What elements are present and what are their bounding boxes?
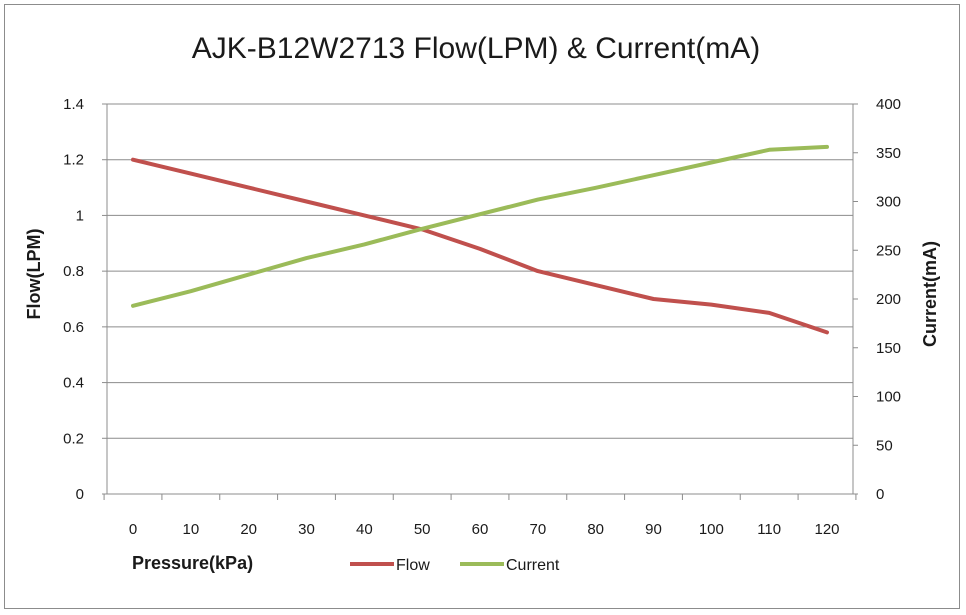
legend-label-flow: Flow	[396, 557, 430, 574]
x-tick-label: 10	[182, 521, 199, 538]
y2-tick-label: 150	[876, 340, 901, 357]
tick-labels: 00.20.40.60.811.21.405010015020025030035…	[63, 96, 901, 538]
x-tick-label: 0	[129, 521, 137, 538]
x-tick-label: 20	[240, 521, 257, 538]
x-tick-label: 100	[699, 521, 724, 538]
gridlines	[107, 103, 853, 495]
y-tick-label: 0.6	[63, 319, 84, 336]
x-tick-label: 30	[298, 521, 315, 538]
x-tick-label: 40	[356, 521, 373, 538]
y-tick-label: 0.2	[63, 430, 84, 447]
chart-title: AJK-B12W2713 Flow(LPM) & Current(mA)	[192, 32, 760, 65]
x-tick-label: 110	[757, 521, 781, 538]
y2-tick-label: 250	[876, 242, 901, 259]
y-tick-label: 1	[76, 207, 84, 224]
x-tick-label: 50	[414, 521, 431, 538]
x-tick-label: 60	[472, 521, 489, 538]
series-line-current	[131, 144, 829, 308]
y-axis-label: Flow(LPM)	[24, 229, 44, 320]
y-tick-label: 0.4	[63, 375, 84, 392]
y2-tick-label: 0	[876, 486, 884, 503]
y2-axis-label: Current(mA)	[920, 241, 940, 347]
x-tick-label: 80	[587, 521, 604, 538]
x-axis-label: Pressure(kPa)	[132, 553, 253, 573]
y2-tick-label: 100	[876, 389, 901, 406]
legend: Flow Current	[350, 557, 560, 574]
y2-tick-label: 50	[876, 437, 893, 454]
y-tick-label: 1.2	[63, 152, 84, 169]
x-tick-label: 90	[645, 521, 662, 538]
axes	[102, 103, 858, 500]
chart-frame	[4, 4, 960, 609]
y2-tick-label: 400	[876, 96, 901, 113]
y2-tick-label: 200	[876, 291, 901, 308]
y-tick-label: 1.4	[63, 96, 84, 113]
series-line-flow	[131, 157, 829, 335]
legend-label-current: Current	[506, 557, 560, 574]
x-tick-label: 70	[529, 521, 546, 538]
series-lines	[131, 144, 829, 335]
y2-tick-label: 300	[876, 194, 901, 211]
y-tick-label: 0.8	[63, 263, 84, 280]
x-tick-label: 120	[814, 521, 839, 538]
y2-tick-label: 350	[876, 145, 901, 162]
y-tick-label: 0	[76, 486, 84, 503]
